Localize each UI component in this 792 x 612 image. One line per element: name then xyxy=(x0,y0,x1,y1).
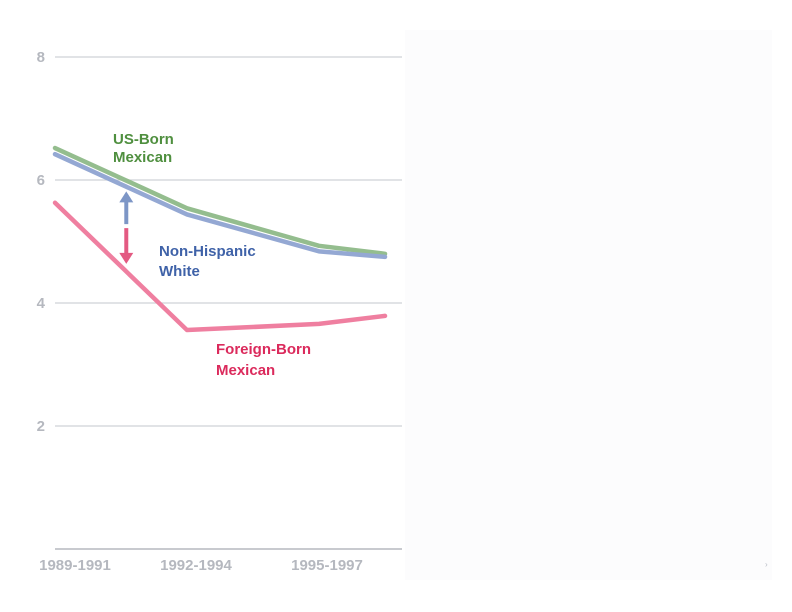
arrow-head-up xyxy=(119,191,134,203)
series-label-non-hispanic-white-line-2: White xyxy=(159,263,200,280)
x-tick-label-1995-1997: 1995-1997 xyxy=(291,557,363,574)
series-label-foreign-born-mexican-line-1: Foreign-Born xyxy=(216,341,311,358)
arrow-head-down xyxy=(119,252,134,264)
series-line-us-born-mexican xyxy=(52,145,388,257)
y-tick-label-6: 6 xyxy=(37,172,45,189)
series-label-us-born-mexican-line-1: US-Born xyxy=(113,131,174,148)
x-tick-label-1989-1991: 1989-1991 xyxy=(39,557,111,574)
blank-side-panel xyxy=(405,30,772,580)
x-tick-label-1992-1994: 1992-1994 xyxy=(160,557,232,574)
series-line-non-hispanic-white xyxy=(52,151,388,260)
series-label-foreign-born-mexican-line-2: Mexican xyxy=(216,362,275,379)
series-label-non-hispanic-white-line-1: Non-Hispanic xyxy=(159,243,256,260)
y-tick-label-4: 4 xyxy=(37,295,46,312)
series-line-foreign-born-mexican xyxy=(52,200,388,333)
series-label-us-born-mexican-line-2: Mexican xyxy=(113,149,172,166)
y-tick-label-8: 8 xyxy=(37,49,45,66)
y-tick-label-2: 2 xyxy=(37,418,45,435)
side-panel-marker: › xyxy=(765,560,768,569)
